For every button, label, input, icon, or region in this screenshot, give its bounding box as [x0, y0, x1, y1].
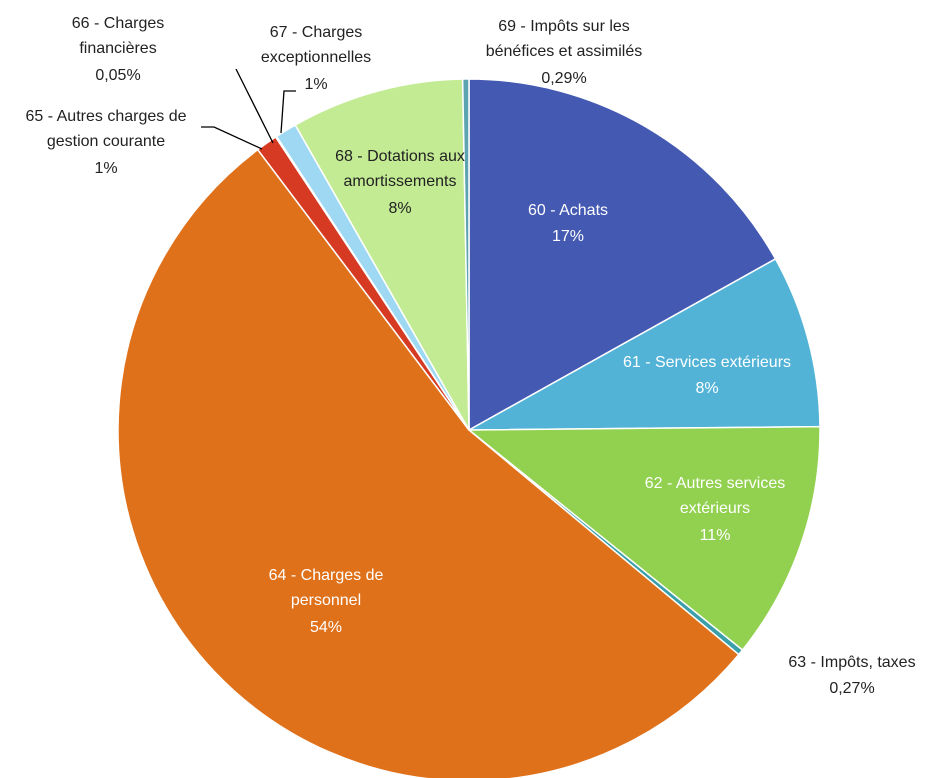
label-line: 65 - Autres charges de [26, 108, 187, 125]
pie-slice [461, 78, 470, 431]
pie-slice [294, 78, 470, 431]
label-line: 68 - Dotations aux [335, 148, 465, 165]
leader-line [280, 90, 296, 134]
value-label: 0,29% [541, 70, 586, 87]
leader-line [201, 126, 263, 150]
slice-label: 62 - Autres services extérieurs [645, 475, 786, 517]
slice-label: 67 - Charges exceptionnelles [261, 24, 371, 66]
label-line: 63 - Impôts, taxes [788, 654, 915, 671]
label-line: 66 - Charges [72, 15, 165, 32]
label-line: 62 - Autres services [645, 475, 786, 492]
value-label: 8% [695, 380, 718, 397]
label-line: 67 - Charges [270, 24, 363, 41]
value-label: 0,27% [829, 680, 874, 697]
leader-line [235, 68, 274, 144]
value-label: 1% [94, 160, 117, 177]
pie-slice [117, 148, 740, 778]
slice-label: 63 - Impôts, taxes [788, 654, 915, 671]
label-line: bénéfices et assimilés [486, 43, 643, 60]
value-label: 17% [552, 228, 584, 245]
slice-label: 68 - Dotations aux amortissements [335, 148, 465, 190]
value-label: 1% [304, 76, 327, 93]
label-line: financières [79, 40, 156, 57]
value-label: 54% [310, 619, 342, 636]
label-line: exceptionnelles [261, 49, 371, 66]
slice-label: 60 - Achats [528, 202, 608, 219]
label-line: extérieurs [680, 500, 750, 517]
value-label: 0,05% [95, 67, 140, 84]
value-label: 11% [700, 527, 731, 544]
pie-slice [466, 425, 821, 652]
label-line: 69 - Impôts sur les [498, 18, 630, 35]
pie-slice [468, 257, 821, 431]
value-label: 8% [388, 200, 411, 217]
slice-label: 66 - Charges financières [72, 15, 165, 57]
slice-label: 64 - Charges de personnel [269, 567, 384, 609]
slice-label: 61 - Services extérieurs [623, 354, 791, 371]
label-line: 61 - Services extérieurs [623, 354, 791, 371]
label-line: 60 - Achats [528, 202, 608, 219]
label-line: personnel [291, 592, 361, 609]
label-line: 64 - Charges de [269, 567, 384, 584]
slice-label: 65 - Autres charges de gestion courante [26, 108, 187, 150]
slice-label: 69 - Impôts sur les bénéfices et assimilé… [486, 18, 643, 60]
label-line: gestion courante [47, 133, 165, 150]
pie-slice [468, 78, 777, 432]
label-line: amortissements [344, 173, 457, 190]
